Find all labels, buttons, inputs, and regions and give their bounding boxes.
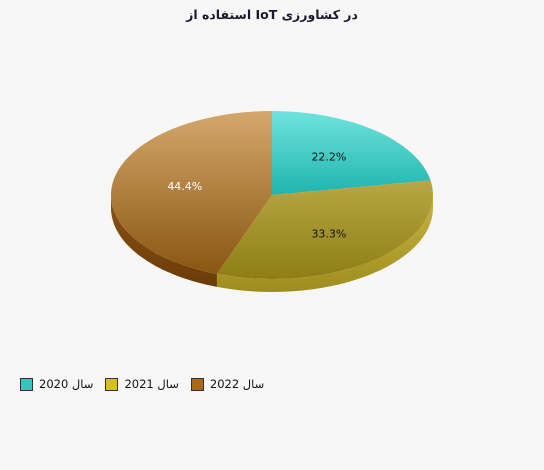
pie-slice-2022 bbox=[110, 111, 273, 274]
pie-slice-2022-label: 44.4% bbox=[167, 180, 202, 193]
pie-slice-2021-label: 33.3% bbox=[311, 228, 346, 241]
pie-slice-2020-label: 22.2% bbox=[311, 150, 346, 163]
legend-item-2020: سال 2020 bbox=[20, 377, 93, 391]
pie-slice-2021 bbox=[216, 180, 433, 279]
legend-item-2021: سال 2021 bbox=[105, 377, 179, 391]
pie-slice-2020 bbox=[272, 111, 431, 195]
legend-swatch bbox=[20, 377, 33, 391]
pie-slice-2022-side bbox=[111, 195, 217, 287]
chart-title: در کشاورزی IoT استفاده از bbox=[186, 7, 358, 22]
pie-slice-2021-side bbox=[216, 195, 433, 292]
legend-item-2022: سال 2022 bbox=[190, 377, 265, 391]
legend-swatch bbox=[105, 377, 119, 391]
legend-swatch bbox=[190, 377, 204, 391]
legend-label: سال 2022 bbox=[209, 377, 265, 391]
legend-label: سال 2021 bbox=[124, 377, 179, 391]
legend-label: سال 2020 bbox=[39, 377, 94, 391]
legend: سال 2020 سال 2021 سال 2022 bbox=[20, 377, 264, 391]
